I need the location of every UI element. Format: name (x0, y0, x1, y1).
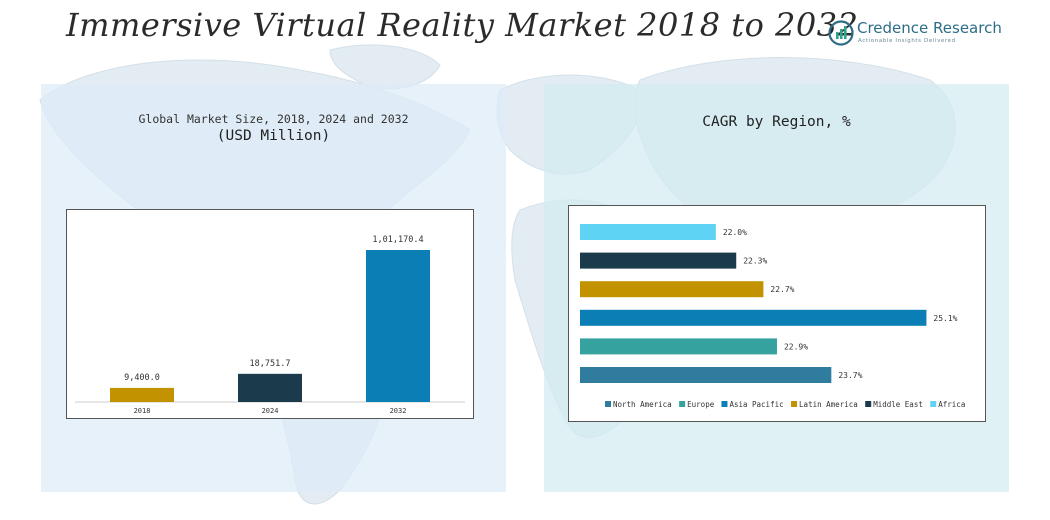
bar-africa (580, 224, 716, 240)
bar-middle-east (580, 252, 737, 269)
x-tick-label: 2024 (262, 407, 279, 415)
legend-swatch (721, 401, 728, 407)
bar-value-label: 22.0% (723, 228, 747, 237)
market-size-title: Global Market Size, 2018, 2024 and 2032 (138, 112, 409, 126)
market-size-chart: 9,400.0 2018 18,751.7 2024 1,01,170.4 2032 (66, 209, 474, 419)
credence-research-logo: Credence Research Actionable Insights De… (828, 18, 1002, 48)
market-size-chart-svg: 9,400.0 2018 18,751.7 2024 1,01,170.4 2032 (75, 235, 465, 415)
logo-tagline: Actionable Insights Delivered (858, 38, 956, 44)
logo-mark-icon (828, 20, 854, 46)
logo-name: Credence Research (857, 19, 1002, 37)
bar-value-label: 22.7% (770, 285, 794, 294)
bar-europe (580, 338, 777, 355)
bar-north-america (580, 367, 832, 383)
legend: North America Europe Asia Pacific Latin Ame… (605, 400, 965, 409)
legend-swatch (605, 401, 611, 407)
bar-asia-pacific (580, 309, 927, 326)
legend-swatch (791, 401, 798, 407)
legend-label: Middle East (873, 400, 923, 409)
bar-value-label: 25.1% (933, 314, 957, 323)
legend-swatch (930, 401, 937, 407)
legend-label: Europe (687, 400, 715, 409)
legend-label: Latin America (799, 400, 858, 409)
legend-swatch (865, 401, 872, 407)
bar-2024 (238, 373, 302, 402)
legend-label: Africa (938, 400, 965, 409)
bar-value-label: 22.9% (784, 342, 808, 351)
cagr-title: CAGR by Region, % (702, 114, 851, 130)
bar-2018 (110, 387, 174, 402)
legend-label: Asia Pacific (729, 400, 783, 409)
map-greenland-shape (329, 44, 441, 90)
bar-value-label: 22.3% (743, 257, 767, 266)
bar-value-label: 9,400.0 (124, 373, 160, 383)
legend-swatch (679, 401, 686, 407)
bar-value-label: 18,751.7 (250, 359, 291, 369)
x-tick-label: 2032 (390, 407, 407, 415)
legend-label: North America (613, 400, 672, 409)
x-tick-label: 2018 (134, 407, 151, 415)
market-size-unit: (USD Million) (216, 128, 331, 144)
bar-2032 (366, 250, 430, 402)
bar-value-label: 23.7% (838, 371, 862, 380)
bar-value-label: 1,01,170.4 (372, 235, 423, 245)
bar-latin-america (580, 281, 764, 298)
cagr-chart: 22.0% 22.3% 22.7% 25.1% 22.9% 23.7% North Amer… (568, 205, 986, 422)
cagr-chart-svg: 22.0% 22.3% 22.7% 25.1% 22.9% 23.7% North Amer… (580, 224, 965, 409)
page-title: Immersive Virtual Reality Market 2018 to… (66, 6, 859, 44)
